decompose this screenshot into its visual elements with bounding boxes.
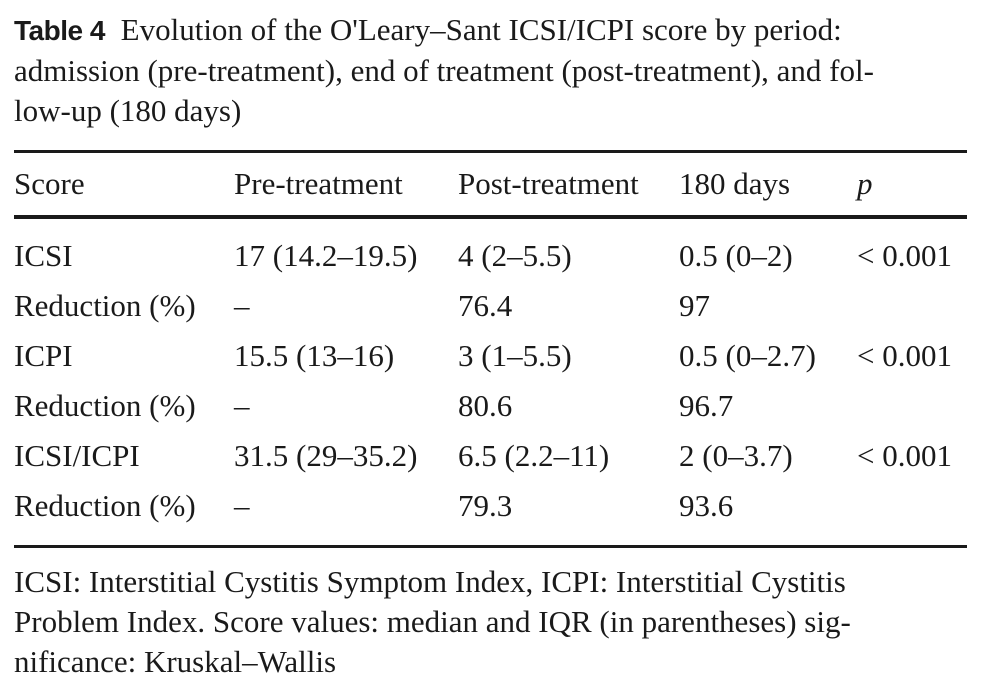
- table-row: Reduction (%) – 76.4 97: [14, 281, 967, 331]
- cell-180-days: 96.7: [679, 388, 734, 423]
- table-row: ICSI/ICPI 31.5 (29–35.2) 6.5 (2.2–11) 2 …: [14, 431, 967, 481]
- cell-post-treatment: 76.4: [458, 288, 513, 323]
- cell-p-value: < 0.001: [857, 238, 952, 273]
- cell-pre-treatment: 17 (14.2–19.5): [234, 238, 418, 273]
- cell-pre-treatment: 15.5 (13–16): [234, 338, 395, 373]
- cell-180-days: 97: [679, 288, 710, 323]
- table-header-row: Score Pre-treatment Post-treatment 180 d…: [14, 153, 967, 215]
- cell-score: Reduction (%): [14, 288, 196, 323]
- cell-score: ICSI/ICPI: [14, 438, 140, 473]
- cell-180-days: 0.5 (0–2.7): [679, 338, 816, 373]
- caption-text-line-1: Evolution of the O'Leary–Sant ICSI/ICPI …: [120, 12, 842, 47]
- cell-pre-treatment: 31.5 (29–35.2): [234, 438, 418, 473]
- table-row: Reduction (%) – 79.3 93.6: [14, 481, 967, 531]
- cell-post-treatment: 6.5 (2.2–11): [458, 438, 610, 473]
- footnote-line-3: nificance: Kruskal–Wallis: [14, 644, 337, 679]
- cell-180-days: 2 (0–3.7): [679, 438, 793, 473]
- table-figure: Table 4 Evolution of the O'Leary–Sant IC…: [14, 10, 967, 679]
- cell-score: Reduction (%): [14, 488, 196, 523]
- header-180-days: 180 days: [679, 166, 791, 201]
- table-row: ICPI 15.5 (13–16) 3 (1–5.5) 0.5 (0–2.7) …: [14, 331, 967, 381]
- cell-post-treatment: 4 (2–5.5): [458, 238, 572, 273]
- caption-text-line-3: low-up (180 days): [14, 93, 242, 128]
- table-footnote: ICSI: Interstitial Cystitis Symptom Inde…: [14, 562, 967, 682]
- header-p-value: p: [857, 166, 873, 201]
- table-top-rule: [14, 150, 967, 153]
- header-pre-treatment: Pre-treatment: [234, 166, 403, 201]
- footnote-line-1: ICSI: Interstitial Cystitis Symptom Inde…: [14, 564, 846, 599]
- caption-label: Table 4: [14, 15, 105, 46]
- cell-p-value: < 0.001: [857, 438, 952, 473]
- cell-score: ICSI: [14, 238, 73, 273]
- cell-score: Reduction (%): [14, 388, 196, 423]
- cell-post-treatment: 3 (1–5.5): [458, 338, 572, 373]
- table-row: ICSI 17 (14.2–19.5) 4 (2–5.5) 0.5 (0–2) …: [14, 231, 967, 281]
- cell-p-value: < 0.001: [857, 338, 952, 373]
- cell-post-treatment: 80.6: [458, 388, 513, 423]
- header-post-treatment: Post-treatment: [458, 166, 639, 201]
- caption-text-line-2: admission (pre-treatment), end of treatm…: [14, 53, 874, 88]
- table-bottom-rule: [14, 545, 967, 548]
- table-caption: Table 4 Evolution of the O'Leary–Sant IC…: [14, 10, 967, 131]
- footnote-line-2: Problem Index. Score values: median and …: [14, 604, 851, 639]
- header-score: Score: [14, 166, 85, 201]
- data-table: Score Pre-treatment Post-treatment 180 d…: [14, 150, 967, 548]
- cell-post-treatment: 79.3: [458, 488, 513, 523]
- cell-180-days: 0.5 (0–2): [679, 238, 793, 273]
- cell-pre-treatment: –: [234, 288, 250, 323]
- cell-180-days: 93.6: [679, 488, 734, 523]
- cell-pre-treatment: –: [234, 488, 250, 523]
- cell-pre-treatment: –: [234, 388, 250, 423]
- table-row: Reduction (%) – 80.6 96.7: [14, 381, 967, 431]
- cell-score: ICPI: [14, 338, 73, 373]
- table-header-rule: [14, 215, 967, 219]
- table-body: ICSI 17 (14.2–19.5) 4 (2–5.5) 0.5 (0–2) …: [14, 219, 967, 545]
